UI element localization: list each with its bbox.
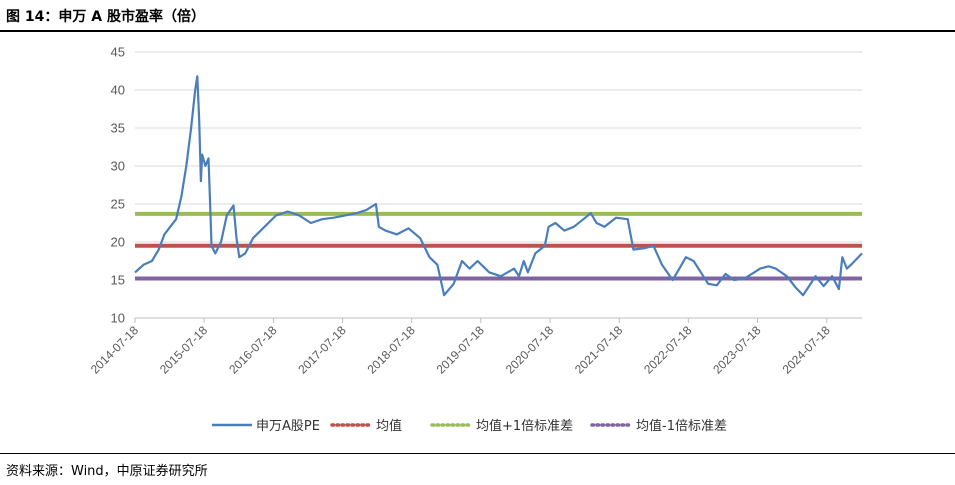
x-tick-label: 2017-07-18 xyxy=(295,323,349,377)
x-tick-label: 2015-07-18 xyxy=(157,323,211,377)
y-tick-label: 30 xyxy=(111,159,125,174)
x-axis xyxy=(134,317,862,323)
x-tick-label: 2023-07-18 xyxy=(710,323,764,377)
legend: 申万A股PE 均值 均值+1倍标准差 均值-1倍标准差 xyxy=(212,418,727,434)
legend-label: 申万A股PE xyxy=(256,419,320,434)
y-tick-label: 40 xyxy=(111,83,125,98)
x-tick-label: 2021-07-18 xyxy=(572,323,626,377)
y-tick-label: 15 xyxy=(111,273,125,288)
x-tick-labels: 2014-07-18 2015-07-18 2016-07-18 2017-07-18… xyxy=(88,323,833,377)
y-axis: 10 15 20 25 30 35 40 45 xyxy=(111,45,125,326)
source-note: 资料来源：Wind，中原证券研究所 xyxy=(6,464,208,479)
reference-lines xyxy=(135,211,862,281)
x-tick-label: 2018-07-18 xyxy=(364,323,418,377)
x-tick-label: 2022-07-18 xyxy=(641,323,695,377)
legend-label: 均值 xyxy=(376,418,402,434)
x-tick-label: 2016-07-18 xyxy=(226,323,280,377)
figure-title: 图 14：申万 A 股市盈率（倍） xyxy=(6,9,205,25)
x-tick-label: 2020-07-18 xyxy=(503,323,557,377)
x-tick-label: 2024-07-18 xyxy=(780,323,834,377)
y-tick-label: 20 xyxy=(111,235,125,250)
legend-label: 均值+1倍标准差 xyxy=(476,418,573,434)
title-rule xyxy=(0,30,955,32)
x-tick-label: 2014-07-18 xyxy=(88,323,142,377)
series-lines xyxy=(134,75,863,297)
y-tick-label: 35 xyxy=(111,121,125,136)
y-tick-label: 10 xyxy=(111,311,125,326)
y-tick-label: 25 xyxy=(111,197,125,212)
source-rule xyxy=(0,453,955,454)
x-tick-label: 2019-07-18 xyxy=(434,323,488,377)
series-line-1 xyxy=(134,75,863,297)
y-tick-label: 45 xyxy=(111,45,125,60)
legend-label: 均值-1倍标准差 xyxy=(636,418,727,434)
